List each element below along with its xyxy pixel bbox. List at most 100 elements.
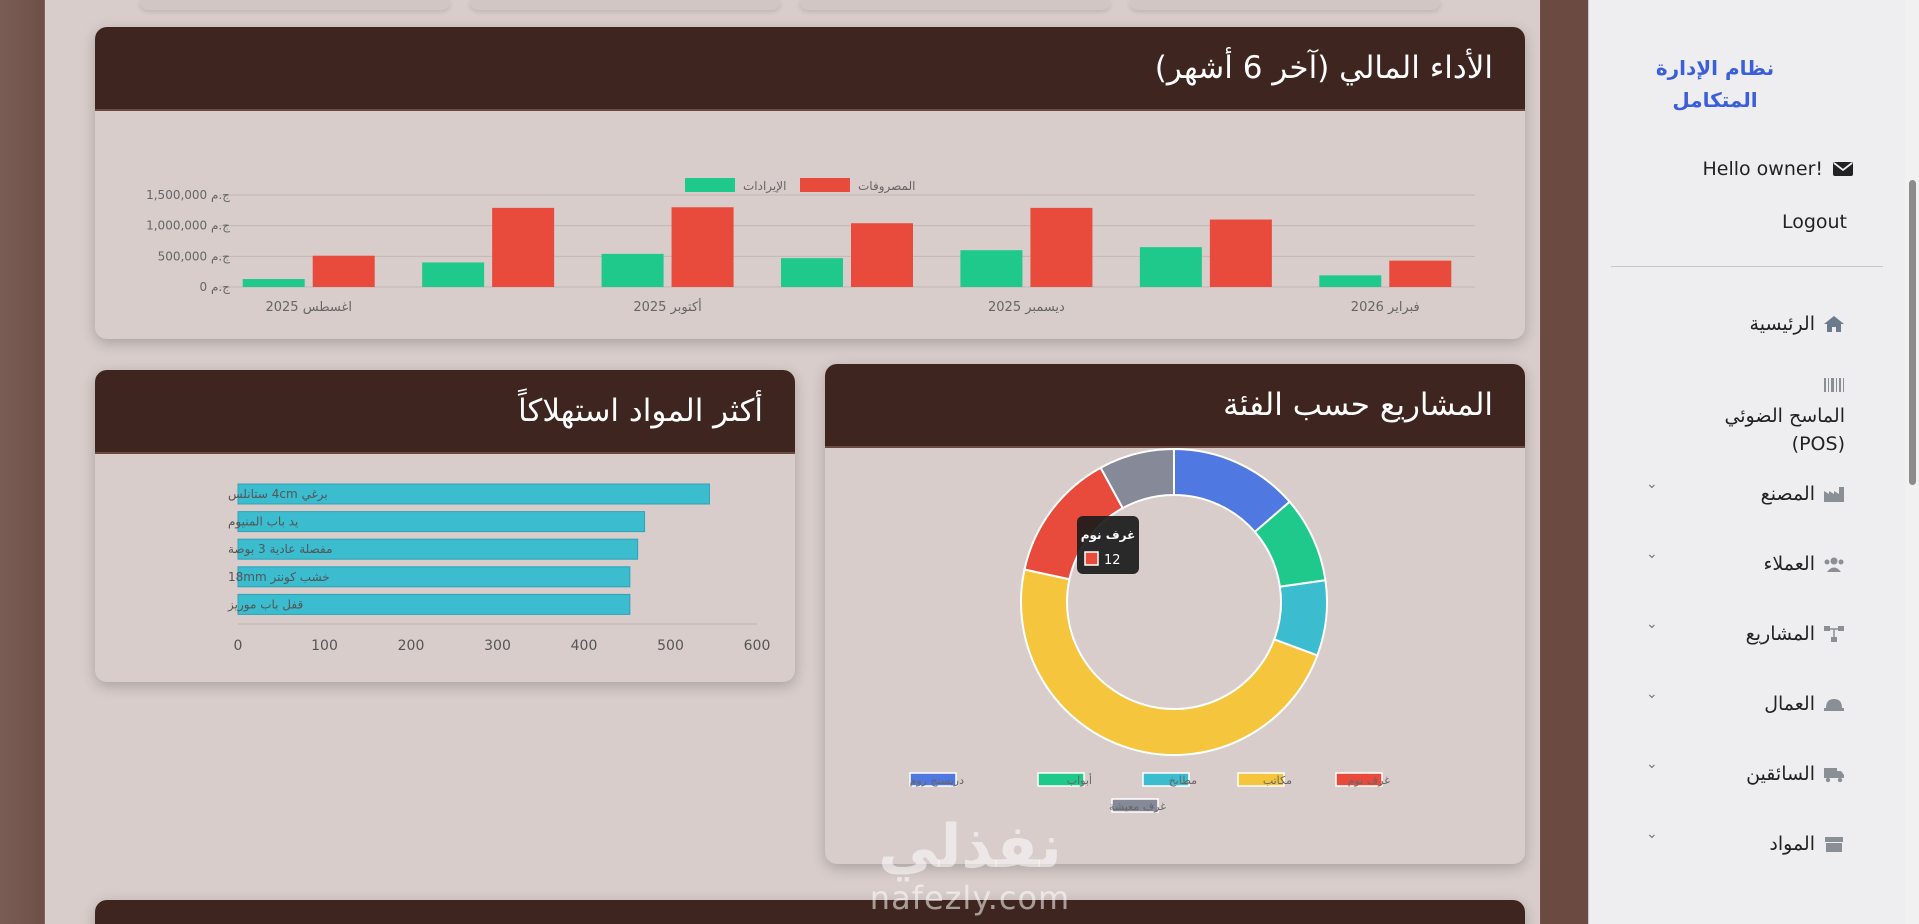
tooltip-swatch [1084,551,1099,566]
hardhat-icon [1824,699,1844,711]
x-tick-label: 400 [571,638,598,654]
legend-label: دريسنج روم [910,774,965,787]
sidebar-item-home[interactable]: الرئيسية [1750,310,1845,338]
users-icon [1824,557,1844,572]
x-tick-label: 600 [744,638,771,654]
material-label: برغي 4cm ستانلس [228,487,328,502]
revenue-bar [960,250,1023,287]
sidebar-item-label: العمال [1764,693,1815,715]
watermark: نفذلي nafezly.com [850,812,1090,924]
revenue-bar [601,253,664,287]
legend-swatch [1142,772,1190,787]
sidebar-item-label: العملاء [1763,553,1816,575]
projects-by-category-card: المشاريع حسب الفئة غرف نوم 12 دريسنج روم أب… [825,364,1525,864]
material-label: يد باب المنيوم [228,515,298,530]
x-tick-label: أكتوبر 2025 [633,298,701,315]
top-cards-edge [140,0,1570,10]
donut-slice [1099,448,1175,510]
material-label: قفل باب موريز [227,597,303,612]
tooltip-title: غرف نوم [1081,528,1136,543]
sidebar-item-label: المشاريع [1745,623,1815,645]
envelope-icon [1833,162,1853,176]
material-bar [237,538,639,560]
watermark-arabic: نفذلي [878,812,1062,882]
legend-swatch-expenses [800,178,850,192]
legend-swatch [909,772,957,787]
x-tick-label: 0 [234,638,243,654]
chevron-down-icon[interactable]: ⌄ [1646,476,1658,492]
revenue-bar [1139,247,1202,287]
sidebar-item-factory[interactable]: المصنع [1761,480,1845,508]
sidebar-item-materials[interactable]: المواد [1769,830,1845,858]
x-tick-label: ديسمبر 2025 [988,300,1065,315]
top-materials-card: أكثر المواد استهلاكاً برغي 4cm ستانلس يد … [95,370,795,682]
material-bar [237,566,631,588]
y-tick-label: 0 ج.م [200,280,231,294]
material-bar [237,593,631,615]
page-scrollbar[interactable] [1905,0,1919,924]
donut-slice [1020,568,1319,756]
projects-card-title: المشاريع حسب الفئة [1223,387,1493,423]
sidebar-item-label: المصنع [1760,483,1815,505]
legend-label: غرف نوم [1348,774,1391,787]
truck-icon [1824,768,1844,783]
logout-link[interactable]: Logout [1781,211,1847,233]
material-label: خشب كونتر 18mm [228,570,330,585]
financial-card-title: الأداء المالي (آخر 6 أشهر) [1154,50,1493,86]
chevron-down-icon[interactable]: ⌄ [1646,546,1658,562]
legend-label: أبواب [1067,773,1092,787]
expense-bar [851,223,913,287]
sidebar-item-label: السائقين [1746,763,1815,785]
materials-card-title: أكثر المواد استهلاكاً [518,393,763,429]
x-tick-label: 100 [311,638,338,654]
legend-label: مطابخ [1169,774,1198,787]
legend-label-revenue: الإيرادات [743,179,786,194]
chevron-down-icon[interactable]: ⌄ [1646,616,1658,632]
box-icon [1825,837,1843,852]
user-greeting[interactable]: Hello owner! [1702,158,1853,180]
x-tick-label: 300 [484,638,511,654]
sidebar-item-customers[interactable]: العملاء [1764,550,1846,578]
brand-title[interactable]: نظام الإدارة المتكامل [1655,56,1775,112]
financial-card-header: الأداء المالي (آخر 6 أشهر) [95,27,1525,111]
bottom-card-partial [95,900,1525,924]
sidebar-item-projects[interactable]: المشاريع [1746,620,1845,648]
sidebar-item-workers[interactable]: العمال [1764,690,1845,718]
x-tick-label: اغسطس 2025 [265,300,351,315]
scrollbar-thumb[interactable] [1909,180,1916,485]
revenue-bar [422,262,485,287]
watermark-latin: nafezly.com [869,879,1071,917]
expense-bar [1209,219,1272,287]
tooltip-value: 12 [1104,553,1121,568]
legend-swatch [1335,772,1383,787]
chevron-down-icon[interactable]: ⌄ [1646,756,1658,772]
sidebar-item-label: الماسح الضوئي (POS) [1724,405,1845,455]
financial-performance-card: الأداء المالي (آخر 6 أشهر) 0 ج.م 500,000 … [95,27,1525,339]
materials-card-header: أكثر المواد استهلاكاً [95,370,795,454]
sidebar-item-drivers[interactable]: السائقين [1746,760,1845,788]
x-tick-label: 500 [657,638,684,654]
revenue-bar [1319,275,1382,287]
legend-label: مكاتب [1263,774,1292,787]
expense-bar [1389,260,1452,287]
legend-swatch [1237,772,1285,787]
x-tick-label: فبراير 2026 [1351,300,1420,315]
legend-label-expenses: المصروفات [858,179,915,194]
chart-tooltip: غرف نوم 12 [1077,516,1139,574]
expense-bar [671,207,734,287]
financial-bar-chart: 0 ج.م 500,000 ج.م 1,000,000 ج.م 1,500,000 ج… [146,178,1475,315]
greeting-text: Hello owner! [1702,158,1823,180]
chevron-down-icon[interactable]: ⌄ [1646,826,1658,842]
materials-bar-chart: برغي 4cm ستانلس يد باب المنيوم مفصلة عادية… [227,483,771,654]
sidebar-divider [1611,266,1883,267]
x-tick-label: 200 [398,638,425,654]
legend-label: غرف معيشة [1109,800,1166,813]
material-label: مفصلة عادية 3 بوصة [228,542,333,557]
y-tick-label: 500,000 ج.م [158,249,231,263]
expense-bar [492,207,555,287]
expense-bar [312,255,375,287]
sidebar-item-pos[interactable]: الماسح الضوئي (POS) [1695,376,1845,458]
home-icon [1824,316,1844,332]
projects-card-header: المشاريع حسب الفئة [825,364,1525,448]
chevron-down-icon[interactable]: ⌄ [1646,686,1658,702]
